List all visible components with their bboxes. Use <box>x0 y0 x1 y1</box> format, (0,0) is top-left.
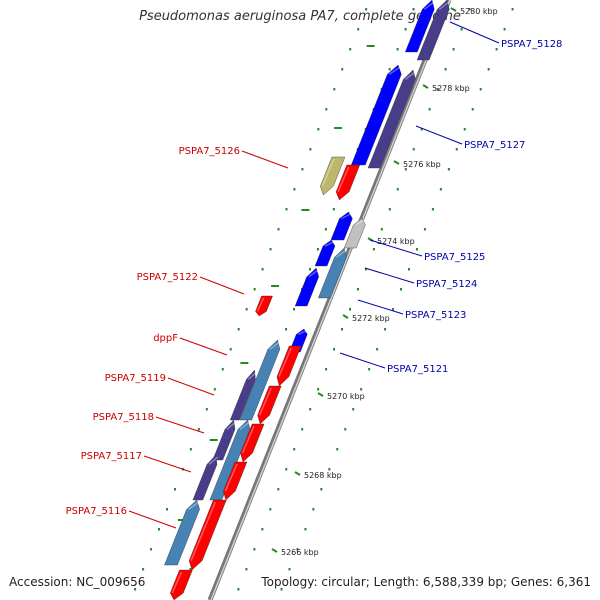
scale-label: 5276 kbp <box>403 160 441 169</box>
leader-line <box>155 416 205 434</box>
topology-text: Topology: circular; Length: 6,588,339 bp… <box>261 575 591 589</box>
leader-line <box>339 352 386 369</box>
gene-label-pspa7_5127[interactable]: PSPA7_5127 <box>464 140 525 151</box>
gene-arrow <box>318 247 347 299</box>
gene-shading <box>224 463 238 492</box>
gene-shading <box>188 501 200 510</box>
gene-shading <box>239 421 251 430</box>
leader-line <box>241 150 289 169</box>
gene-arrow <box>367 69 416 169</box>
gene-shading <box>208 456 219 465</box>
gene-shading <box>324 241 334 247</box>
gene-shading <box>247 371 258 380</box>
gene-label-pspa7_5118[interactable]: PSPA7_5118 <box>93 412 154 423</box>
gene-shading <box>308 269 319 278</box>
gene-arrow <box>240 423 265 463</box>
gene-label-pspa7_5123[interactable]: PSPA7_5123 <box>405 310 466 321</box>
gene-shading <box>404 71 416 80</box>
gene-label-pspa7_5128[interactable]: PSPA7_5128 <box>501 39 562 50</box>
gene-label-dppf[interactable]: dppF <box>153 333 178 344</box>
scale-label: 5268 kbp <box>304 471 342 480</box>
gene-label-pspa7_5125[interactable]: PSPA7_5125 <box>424 252 485 263</box>
scale-label: 5266 kbp <box>281 548 319 557</box>
gene-arrow <box>276 345 302 387</box>
leader-line <box>167 377 215 396</box>
gene-shading <box>278 347 292 378</box>
gene-arrow <box>192 454 218 501</box>
gene-arrow <box>188 499 227 571</box>
scale-tick <box>393 160 400 165</box>
genome-title: Pseudomonas aeruginosa PA7, complete gen… <box>137 9 463 24</box>
leader-line <box>364 267 415 284</box>
leader-line <box>369 239 423 257</box>
gene-label-pspa7_5116[interactable]: PSPA7_5116 <box>66 506 127 517</box>
scale-label: 5270 kbp <box>327 392 365 401</box>
genome-backbone-highlight <box>210 0 451 600</box>
gene-label-pspa7_5119[interactable]: PSPA7_5119 <box>105 373 166 384</box>
scale-label: 5274 kbp <box>377 237 415 246</box>
gene-arrow <box>314 239 336 267</box>
leader-line <box>357 299 404 315</box>
scale-tick <box>342 314 349 319</box>
gene-shading <box>341 213 351 220</box>
gene-label-pspa7_5117[interactable]: PSPA7_5117 <box>81 451 142 462</box>
gene-arrow <box>416 0 450 61</box>
gene-shading <box>336 249 347 258</box>
leader-line <box>199 276 245 295</box>
gene-label-pspa7_5122[interactable]: PSPA7_5122 <box>137 272 198 283</box>
scale-label: 5280 kbp <box>460 7 498 16</box>
scale-label: 5278 kbp <box>432 84 470 93</box>
gene-arrow <box>404 0 435 53</box>
leader-line <box>449 21 500 44</box>
gene-arrow <box>257 385 282 425</box>
gene-shading <box>321 158 335 187</box>
gene-shading <box>355 219 365 226</box>
gene-shading <box>423 1 435 10</box>
scale-tick <box>317 392 324 397</box>
gene-arrow <box>320 156 346 196</box>
gene-arrow <box>170 569 193 600</box>
leader-line <box>415 125 463 145</box>
scale-tick <box>294 471 301 476</box>
gene-arrow <box>255 295 273 317</box>
gene-arrow <box>164 499 200 566</box>
gene-arrow <box>294 267 319 307</box>
gene-shading <box>226 421 237 430</box>
leader-line <box>179 337 228 356</box>
gene-shading <box>241 425 255 454</box>
gene-shading <box>256 297 265 312</box>
leader-line <box>143 455 192 473</box>
gene-arrow <box>343 217 366 249</box>
gene-shading <box>269 341 281 350</box>
gene-shading <box>190 501 217 561</box>
gene-shading <box>298 330 307 336</box>
gene-shading <box>337 166 350 193</box>
gene-label-pspa7_5124[interactable]: PSPA7_5124 <box>416 279 477 290</box>
gene-shading <box>388 66 401 75</box>
gene-label-pspa7_5126[interactable]: PSPA7_5126 <box>179 146 240 157</box>
gene-arrow <box>239 339 281 421</box>
accession-text: Accession: NC_009656 <box>9 575 146 589</box>
gene-label-pspa7_5121[interactable]: PSPA7_5121 <box>387 364 448 375</box>
gene-arrow <box>330 211 353 241</box>
gene-shading <box>171 571 183 594</box>
scale-tick <box>422 84 429 89</box>
scale-label: 5272 kbp <box>352 314 390 323</box>
gene-shading <box>438 1 450 10</box>
gene-arrow <box>229 369 256 421</box>
gene-shading <box>258 387 272 416</box>
gene-arrow <box>223 461 248 501</box>
scale-tick <box>271 548 278 553</box>
scale-tick <box>450 7 457 12</box>
genome-backbone <box>207 0 452 600</box>
gene-arrow <box>212 419 236 461</box>
gene-arrow <box>335 164 361 201</box>
leader-line <box>128 510 177 529</box>
